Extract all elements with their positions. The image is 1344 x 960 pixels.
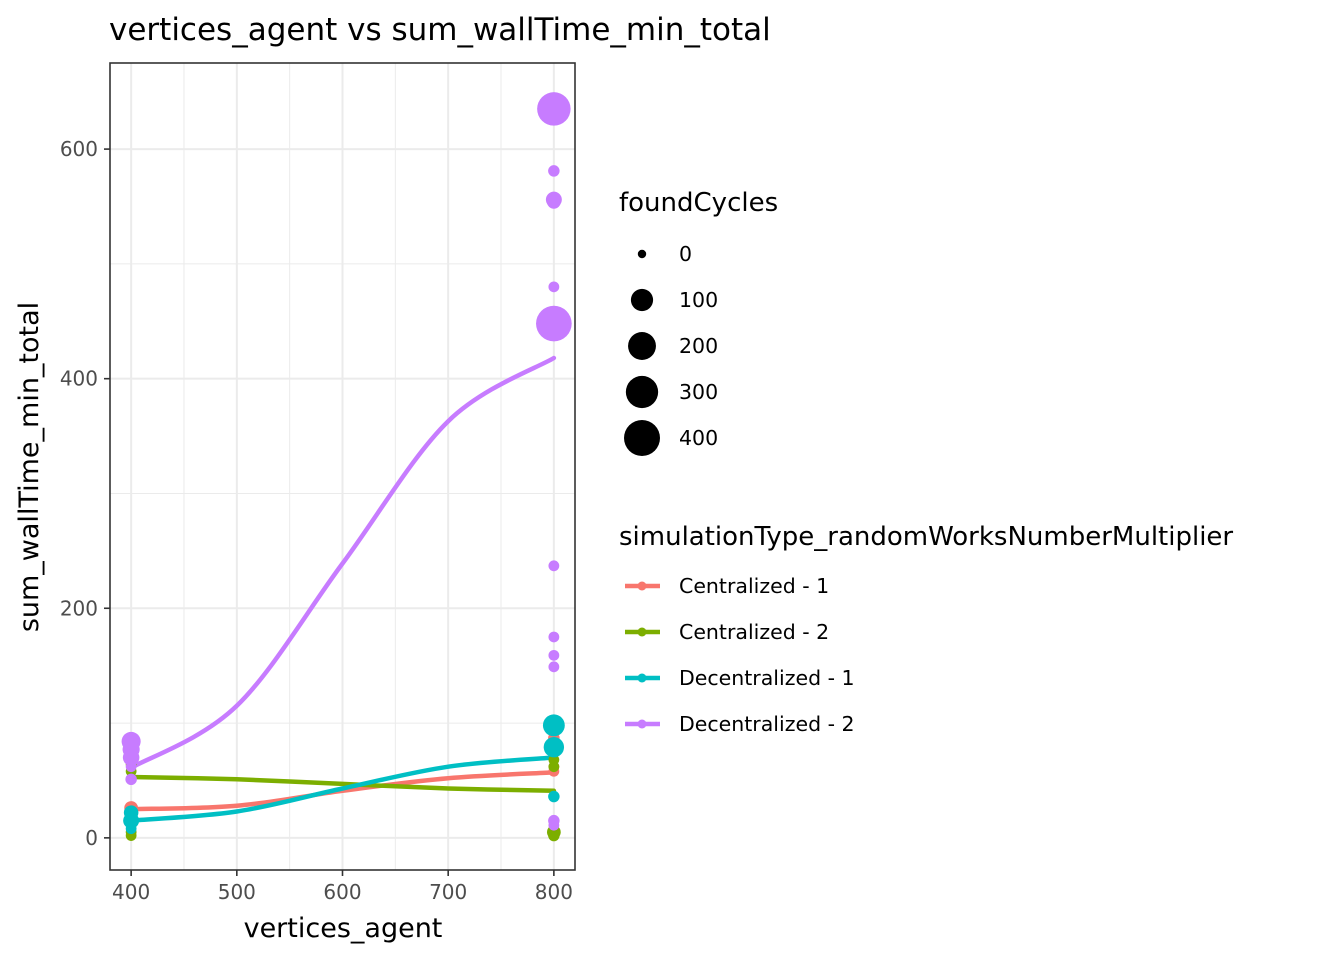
- x-tick-label: 400: [112, 880, 150, 904]
- fit-lines: [128, 355, 557, 823]
- data-point: [546, 195, 561, 209]
- x-tick-label: 700: [429, 880, 467, 904]
- color-legend-title: simulationType_randomWorksNumberMultipli…: [619, 522, 1233, 552]
- fit-line: [128, 755, 557, 823]
- data-point: [548, 281, 560, 293]
- x-tick-label: 500: [218, 880, 256, 904]
- chart-title: vertices_agent vs sum_wallTime_min_total: [109, 12, 771, 48]
- data-point: [548, 631, 560, 643]
- size-legend-label: 400: [679, 426, 718, 450]
- data-point: [548, 661, 560, 673]
- data-point: [548, 819, 560, 831]
- size-legend-key: [630, 288, 654, 312]
- y-axis-title: sum_wallTime_min_total: [14, 302, 45, 632]
- size-legend-title: foundCycles: [619, 188, 778, 218]
- y-tick-label: 0: [85, 826, 98, 850]
- data-point: [548, 649, 560, 661]
- data-point: [548, 761, 560, 773]
- color-legend-dot: [637, 627, 647, 637]
- color-legend-dot: [637, 581, 647, 591]
- color-legend-label: Centralized - 1: [679, 574, 829, 598]
- data-point: [536, 305, 572, 342]
- data-point: [548, 829, 560, 842]
- y-axis-ticks: 0 200 400 600: [60, 137, 110, 850]
- size-legend-key: [628, 332, 656, 360]
- data-point: [122, 749, 140, 766]
- data-point: [548, 790, 560, 803]
- x-tick-label: 600: [323, 880, 361, 904]
- data-point: [125, 823, 137, 835]
- fit-line: [128, 774, 557, 794]
- size-legend-key: [625, 375, 659, 409]
- data-point: [548, 560, 560, 572]
- size-legend: 0 100 200 300 400: [624, 242, 718, 456]
- color-legend-label: Decentralized - 1: [679, 666, 855, 690]
- data-point: [548, 165, 560, 177]
- fit-line: [128, 355, 557, 771]
- color-legend-label: Centralized - 2: [679, 620, 829, 644]
- data-points: [121, 92, 572, 842]
- data-point: [543, 736, 565, 758]
- data-point: [125, 773, 137, 786]
- color-legend-dot: [637, 673, 647, 683]
- size-legend-label: 300: [679, 380, 718, 404]
- y-tick-label: 400: [60, 367, 98, 391]
- color-legend-label: Decentralized - 2: [679, 712, 855, 736]
- size-legend-label: 200: [679, 334, 718, 358]
- x-axis-ticks: 400 500 600 700 800: [112, 870, 573, 904]
- color-legend-dot: [637, 719, 647, 729]
- size-legend-label: 100: [679, 288, 718, 312]
- data-point: [125, 761, 137, 773]
- x-axis-title: vertices_agent: [244, 913, 443, 944]
- x-tick-label: 800: [535, 880, 573, 904]
- size-legend-key: [624, 420, 660, 456]
- data-point: [123, 805, 139, 820]
- data-point: [537, 92, 571, 126]
- data-point: [542, 714, 565, 737]
- y-tick-label: 200: [60, 596, 98, 620]
- color-legend: Centralized - 1 Centralized - 2 Decentrali…: [625, 574, 855, 736]
- size-legend-label: 0: [679, 242, 692, 266]
- y-tick-label: 600: [60, 137, 98, 161]
- size-legend-key: [637, 249, 647, 259]
- grid-major: [110, 63, 575, 870]
